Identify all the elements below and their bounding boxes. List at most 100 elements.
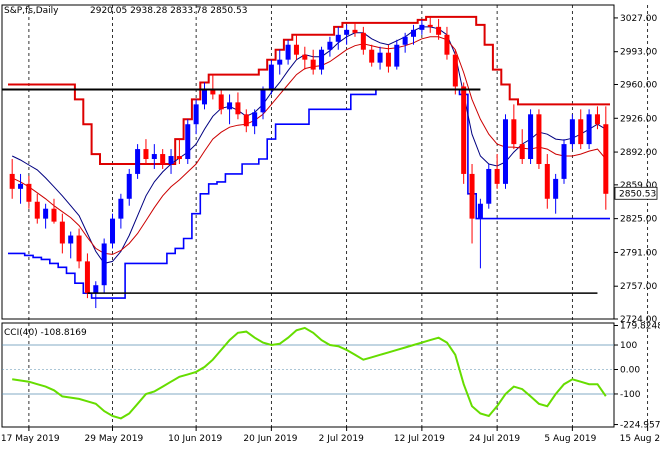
candle-body (569, 119, 575, 145)
cci-line (12, 326, 607, 420)
candle-body (419, 24, 425, 30)
candle-body (377, 52, 383, 63)
candle-body (285, 44, 291, 60)
candle (369, 44, 375, 67)
candle-body (310, 59, 316, 70)
moving-average-layer (11, 26, 607, 264)
candle (176, 139, 182, 164)
candle (151, 144, 157, 169)
upper-channel-line (8, 15, 610, 165)
candle (160, 149, 166, 169)
candle-body (293, 44, 299, 55)
candle (319, 46, 325, 75)
candle-body (427, 24, 433, 27)
candle (569, 114, 575, 150)
candle (218, 89, 224, 115)
candle-body (227, 102, 233, 110)
candle (59, 213, 65, 254)
x-tick-label: 29 May 2019 (85, 434, 144, 444)
candle (101, 238, 107, 294)
candle (528, 109, 534, 164)
cci-panel-border (1, 322, 615, 428)
candle (201, 82, 207, 110)
candle-body (461, 86, 467, 174)
candle-body (486, 168, 492, 204)
candle-body (302, 54, 308, 60)
x-tick-label: 2 Jul 2019 (319, 434, 364, 444)
candle-body (34, 201, 40, 219)
lower-channel-line (8, 88, 610, 299)
y-tick-label: 2993.00 (620, 48, 657, 58)
y-tick-label: 2791.00 (620, 248, 657, 258)
candle-body (436, 26, 442, 35)
candle-body (26, 183, 32, 202)
y-tick-label: 2859.00 (620, 181, 657, 191)
cci-panel (2, 326, 614, 420)
candle-body (594, 114, 600, 125)
candle (84, 253, 90, 299)
candle (243, 109, 249, 133)
chart-title-ohlc: 2920.05 2938.28 2833.78 2850.53 (90, 6, 247, 16)
candle (594, 106, 600, 130)
candle (168, 149, 174, 174)
candle-body (277, 59, 283, 65)
candle (310, 49, 316, 75)
candle-body (544, 163, 550, 199)
candle-body (84, 261, 90, 294)
candle (285, 39, 291, 65)
candle-body (411, 29, 417, 37)
y-tick-label: 2825.00 (620, 215, 657, 225)
x-tick-label: 20 Jun 2019 (243, 434, 297, 444)
candle-body (93, 285, 99, 294)
y-tick-label: 3027.00 (620, 14, 657, 24)
candle (452, 49, 458, 95)
candle-body (235, 102, 241, 115)
candle-body (252, 112, 258, 127)
candle-body (59, 221, 65, 244)
candle (586, 109, 592, 150)
candle-body (68, 235, 74, 244)
candle-body (394, 44, 400, 67)
candle-body (344, 29, 350, 35)
candle-body (578, 119, 584, 145)
candle-body (176, 156, 182, 160)
candle (43, 203, 49, 229)
cci-y-tick-label: -100 (620, 390, 641, 400)
candle-body (553, 178, 559, 199)
candle-body (18, 183, 24, 189)
candle-body (168, 156, 174, 164)
candle-body (151, 154, 157, 160)
candle-body (603, 124, 609, 194)
candle (118, 193, 124, 229)
cci-y-tick-label: -224.9578 (620, 421, 660, 431)
candle-body (43, 208, 49, 219)
candle (519, 129, 525, 164)
candle-body (218, 94, 224, 110)
candle (352, 22, 358, 37)
y-tick-label: 2926.00 (620, 114, 657, 124)
x-tick-label: 12 Jul 2019 (394, 434, 445, 444)
candle-body (201, 89, 207, 105)
candle (68, 231, 74, 259)
candle-body (528, 114, 534, 160)
candle (461, 82, 467, 184)
x-tick-label: 10 Jun 2019 (168, 434, 222, 444)
candle-body (101, 243, 107, 286)
candle (377, 46, 383, 70)
candle (18, 173, 24, 204)
candle-body (268, 64, 274, 90)
candle-body (193, 104, 199, 125)
candle-body (335, 34, 341, 42)
candle (227, 94, 233, 125)
candle (402, 32, 408, 53)
candle-body (135, 149, 141, 174)
support-resistance-layer (2, 88, 598, 294)
candle-body (360, 32, 366, 50)
candle (436, 18, 442, 40)
candle-body (185, 124, 191, 160)
candle (344, 24, 350, 45)
candle (544, 154, 550, 209)
candle (293, 34, 299, 60)
candle-body (369, 49, 375, 63)
